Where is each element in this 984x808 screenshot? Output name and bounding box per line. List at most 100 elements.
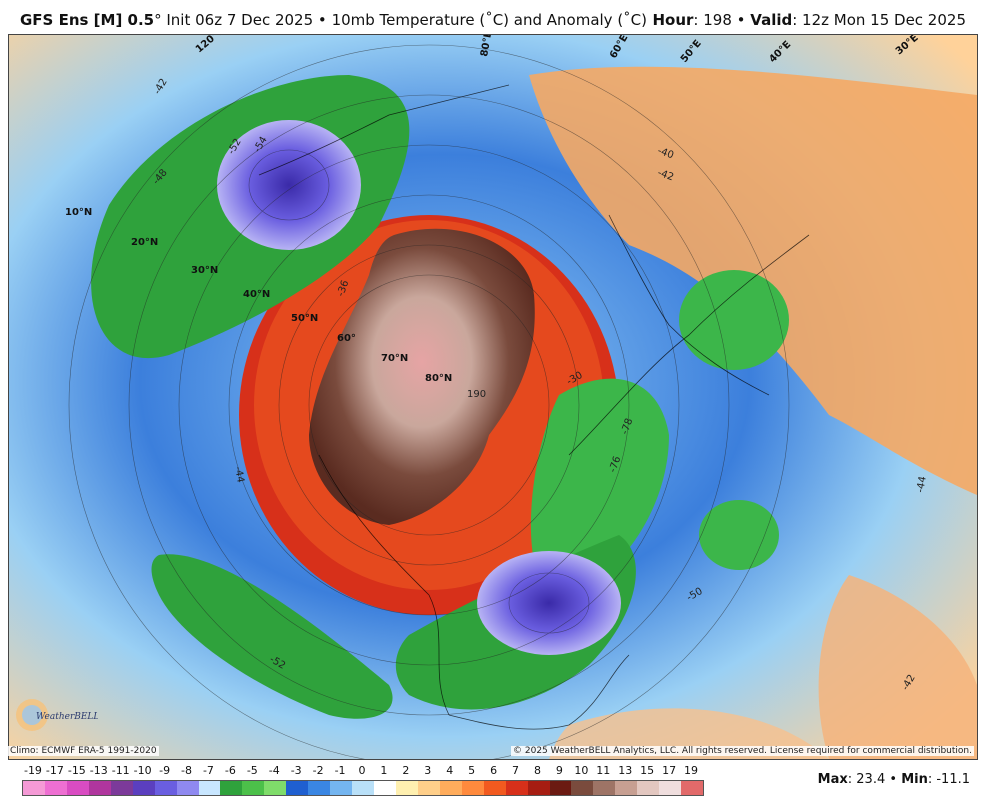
legend-label: -19: [23, 764, 42, 777]
legend-swatch: [571, 781, 594, 795]
legend-swatch: [615, 781, 638, 795]
copyright-note: © 2025 WeatherBELL Analytics, LLC. All r…: [511, 746, 974, 756]
legend-swatch: [264, 781, 287, 795]
legend-label: 13: [618, 764, 633, 777]
coastlines: [258, 84, 810, 730]
legend-label: -8: [181, 764, 192, 777]
bullet: •: [736, 11, 746, 29]
legend-swatch: [242, 781, 265, 795]
legend-swatch: [66, 781, 89, 795]
legend-swatch: [439, 781, 462, 795]
legend-label: -5: [246, 764, 258, 777]
legend-label: 9: [555, 764, 563, 777]
contour-label: -36: [335, 279, 351, 298]
contour-value-labels: -42 -48 -52 -54 -36 -30 -78 -76 -50 -52 …: [151, 77, 929, 693]
legend-swatch: [88, 781, 111, 795]
lat-label: 10°N: [65, 207, 92, 218]
legend-label: -7: [202, 764, 214, 777]
contour-label: -78: [619, 417, 635, 436]
legend-label: -3: [290, 764, 302, 777]
legend-label: -13: [89, 764, 108, 777]
init-time: Init 06z 7 Dec 2025: [166, 11, 314, 29]
bullet: •: [317, 11, 327, 29]
weatherbell-logo: WeatherBELL: [16, 699, 98, 731]
max-label: Max: [817, 772, 848, 787]
legend-swatch: [417, 781, 440, 795]
legend-swatch: [549, 781, 572, 795]
valid-label: Valid: [750, 11, 793, 29]
legend-label: -9: [159, 764, 171, 777]
lat-label: 40°N: [243, 289, 270, 300]
climo-note: Climo: ECMWF ERA-5 1991-2020: [8, 746, 159, 756]
legend-colorbar: [22, 780, 704, 796]
legend-swatch: [483, 781, 506, 795]
legend-swatch: [286, 781, 309, 795]
legend-label: 8: [533, 764, 541, 777]
max-value: : 23.4: [847, 772, 886, 787]
legend-swatch: [198, 781, 221, 795]
legend-label: -4: [268, 764, 280, 777]
legend-label: -1: [334, 764, 346, 777]
field-name: 10mb Temperature (˚C) and Anomaly (˚C): [331, 11, 648, 29]
contour-label: -44: [915, 476, 929, 494]
green-patch-east-1: [679, 270, 789, 370]
bullet: •: [889, 772, 898, 787]
legend-label: -17: [45, 764, 64, 777]
warm-core: [309, 228, 535, 525]
legend-swatch: [374, 781, 396, 795]
lat-label: 70°N: [381, 353, 408, 364]
legend-swatch: [593, 781, 616, 795]
legend-label: 0: [358, 764, 366, 777]
legend-swatch: [132, 781, 155, 795]
lat-label: 60°: [337, 333, 356, 344]
contour-label: -40: [656, 145, 675, 161]
legend-label: -10: [133, 764, 152, 777]
legend-label: 19: [684, 764, 699, 777]
green-patch-east-2: [699, 500, 779, 570]
contour-label: -42: [656, 167, 675, 183]
legend-label: -11: [111, 764, 130, 777]
legend-swatch: [505, 781, 528, 795]
green-band-southwest: [151, 554, 393, 719]
lat-label: 20°N: [131, 237, 158, 248]
purple-low-southeast: [477, 551, 621, 655]
legend-swatch: [330, 781, 353, 795]
valid-time: Hour: 198 • Valid: 12z Mon 15 Dec 2025: [652, 11, 966, 29]
legend-label: 5: [468, 764, 476, 777]
contour-label: 190: [467, 389, 486, 400]
forecast-map: 10°N 20°N 30°N 40°N 50°N 60° 70°N 80°N 1…: [8, 34, 978, 760]
hour-label: Hour: [652, 11, 694, 29]
legend-label: 3: [424, 764, 432, 777]
hour-value: : 198: [693, 11, 732, 29]
legend-swatch: [352, 781, 374, 795]
legend-swatch: [637, 781, 660, 795]
min-label: Min: [901, 772, 928, 787]
legend-swatch: [461, 781, 484, 795]
lat-label: 80°N: [425, 373, 452, 384]
contour-label: -44: [232, 466, 246, 484]
min-value: : -11.1: [927, 772, 970, 787]
header: GFS Ens [M] 0.5° Init 06z 7 Dec 2025 • 1…: [0, 0, 984, 34]
legend-label: 15: [640, 764, 655, 777]
legend-swatch: [110, 781, 133, 795]
chart-title: GFS Ens [M] 0.5° Init 06z 7 Dec 2025 • 1…: [20, 11, 647, 29]
legend-swatch: [308, 781, 331, 795]
map-canvas: 10°N 20°N 30°N 40°N 50°N 60° 70°N 80°N 1…: [9, 35, 977, 759]
legend-label: -2: [312, 764, 324, 777]
legend-label: -6: [224, 764, 236, 777]
legend-label: 10: [574, 764, 589, 777]
legend-swatch: [23, 781, 45, 795]
lon-label: 80°E: [479, 35, 494, 58]
lat-label: 30°N: [191, 265, 218, 276]
legend-swatch: [659, 781, 682, 795]
green-band-east: [530, 378, 669, 595]
legend-swatch: [527, 781, 550, 795]
legend-swatch: [154, 781, 177, 795]
legend-label: 6: [490, 764, 498, 777]
max-min-stats: Max: 23.4 • Min: -11.1: [818, 772, 970, 787]
contour-label: -76: [607, 455, 623, 474]
legend-swatch: [220, 781, 243, 795]
legend-label: 1: [380, 764, 388, 777]
legend-label: 4: [446, 764, 454, 777]
valid-value: : 12z Mon 15 Dec 2025: [792, 11, 966, 29]
